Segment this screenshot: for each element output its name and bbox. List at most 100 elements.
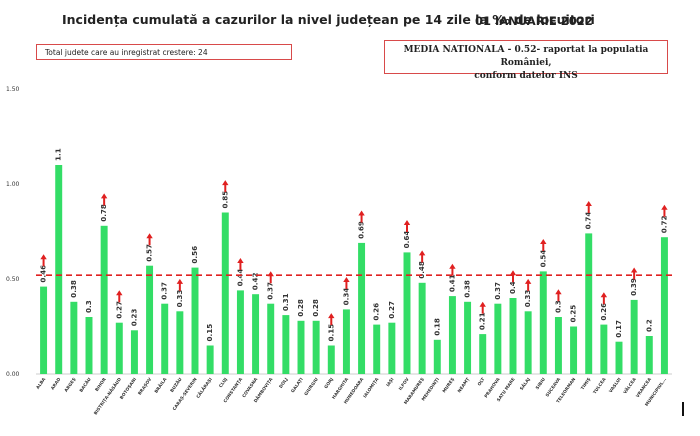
date-label: 01 IANUARIE 2022 [475,14,593,28]
increase-arrow-icon [630,267,638,280]
bar [342,309,350,374]
category-label: BRAȘOV [137,376,154,396]
bar-value-label: 0.78 [99,204,108,222]
increase-arrow-icon [116,290,123,303]
increase-arrow-icon [267,271,274,284]
category-label: BACĂU [77,376,92,394]
bar-value-label: 0.33 [523,290,532,308]
bar-value-label: 0.56 [190,246,199,264]
increase-arrow-icon [40,254,47,267]
bar [191,267,199,374]
bar [418,282,426,374]
increase-arrow-icon [100,193,108,206]
category-label: MUREȘ [441,377,456,394]
category-label: TULCEA [592,376,608,395]
increase-count-box: Total judete care au inregistrat crester… [36,44,292,60]
bar-value-label: 0.38 [463,280,472,298]
bar-value-label: 0.48 [417,261,426,279]
bar [115,322,123,374]
category-label: NEAMȚ [456,377,471,394]
category-label: DOLJ [278,376,290,389]
category-label: GIURGIU [303,376,320,397]
y-tick-label: 0.50 [6,276,20,283]
category-label: VASLUI [608,376,623,394]
bar [464,301,472,374]
increase-arrow-icon [343,277,350,289]
increase-arrow-icon [661,204,668,217]
bar [479,334,487,374]
category-label: TIMIȘ [580,377,593,392]
increase-arrow-icon [479,301,486,314]
category-label: IAȘI [385,376,396,388]
text-cursor [682,402,684,416]
bar [70,301,78,374]
national-average-line2: conform datelor INS [474,71,578,81]
y-tick-label: 0.00 [6,371,20,378]
bar-value-label: 0.57 [145,244,154,262]
bar-value-label: 0.64 [402,231,411,249]
bar-value-label: 0.15 [205,324,214,342]
bar-value-label: 0.69 [357,221,366,239]
bar-value-label: 0.27 [114,301,123,319]
increase-arrow-icon [585,201,592,213]
bar [539,271,547,374]
bar [221,212,229,374]
category-label: ARGEȘ [63,377,77,394]
category-label: CLUJ [218,376,229,389]
bar-value-label: 0.15 [326,324,335,342]
bar-value-label: 0.26 [599,303,608,321]
bar-value-label: 0.54 [538,250,547,268]
bar-value-label: 0.44 [235,269,244,287]
bar [403,252,411,374]
bar [40,286,48,374]
bar [494,303,502,374]
category-label: BIHOR [94,376,108,393]
bar-value-label: 0.74 [584,212,593,230]
bar-value-label: 0.39 [629,278,638,296]
increase-arrow-icon [222,180,229,193]
category-label: ILFOV [398,376,411,392]
bar [161,303,169,374]
bar [570,326,578,374]
bar-value-label: 0.41 [447,274,456,292]
y-tick-label: 1.50 [6,86,20,93]
bar [206,345,214,374]
category-label: BRĂILA [153,376,169,395]
bar-value-label: 0.28 [296,299,305,317]
increase-arrow-icon [555,289,562,302]
bar-value-label: 0.28 [311,299,320,317]
y-tick-label: 1.00 [6,181,20,188]
bar-value-label: 0.85 [220,191,229,209]
bar [297,320,305,374]
bar-value-label: 0.72 [659,215,668,233]
increase-arrow-icon [328,313,335,326]
bar [100,225,108,374]
bar-value-label: 0.25 [569,305,578,323]
bar-value-label: 0.3 [84,300,93,313]
bar [130,330,138,374]
bar [524,311,532,374]
increase-arrow-icon [403,220,411,232]
bar [585,233,593,374]
bar-value-label: 0.18 [432,318,441,336]
bar-value-label: 0.3 [553,300,562,313]
increase-arrow-icon [449,263,456,276]
bar-value-label: 0.26 [372,303,381,321]
bar [85,317,93,374]
bar [55,165,63,374]
bar [448,296,456,374]
bar [630,299,638,374]
national-average-box: MEDIA NATIONALA - 0.52- raportat la popu… [384,40,668,81]
bar-value-label: 0.37 [493,282,502,300]
bar [660,237,668,374]
bar-value-label: 1.1 [54,148,63,161]
increase-arrow-icon [540,239,547,251]
bar-value-label: 0.46 [39,265,48,283]
bar [554,317,562,374]
bar-value-label: 0.31 [281,293,290,311]
national-average-line1: MEDIA NATIONALA - 0.52- raportat la popu… [403,45,649,68]
bar-value-label: 0.17 [614,320,623,338]
chart-title: Incidența cumulată a cazurilor la nivel … [62,12,595,27]
category-label: BUZĂU [168,376,184,394]
